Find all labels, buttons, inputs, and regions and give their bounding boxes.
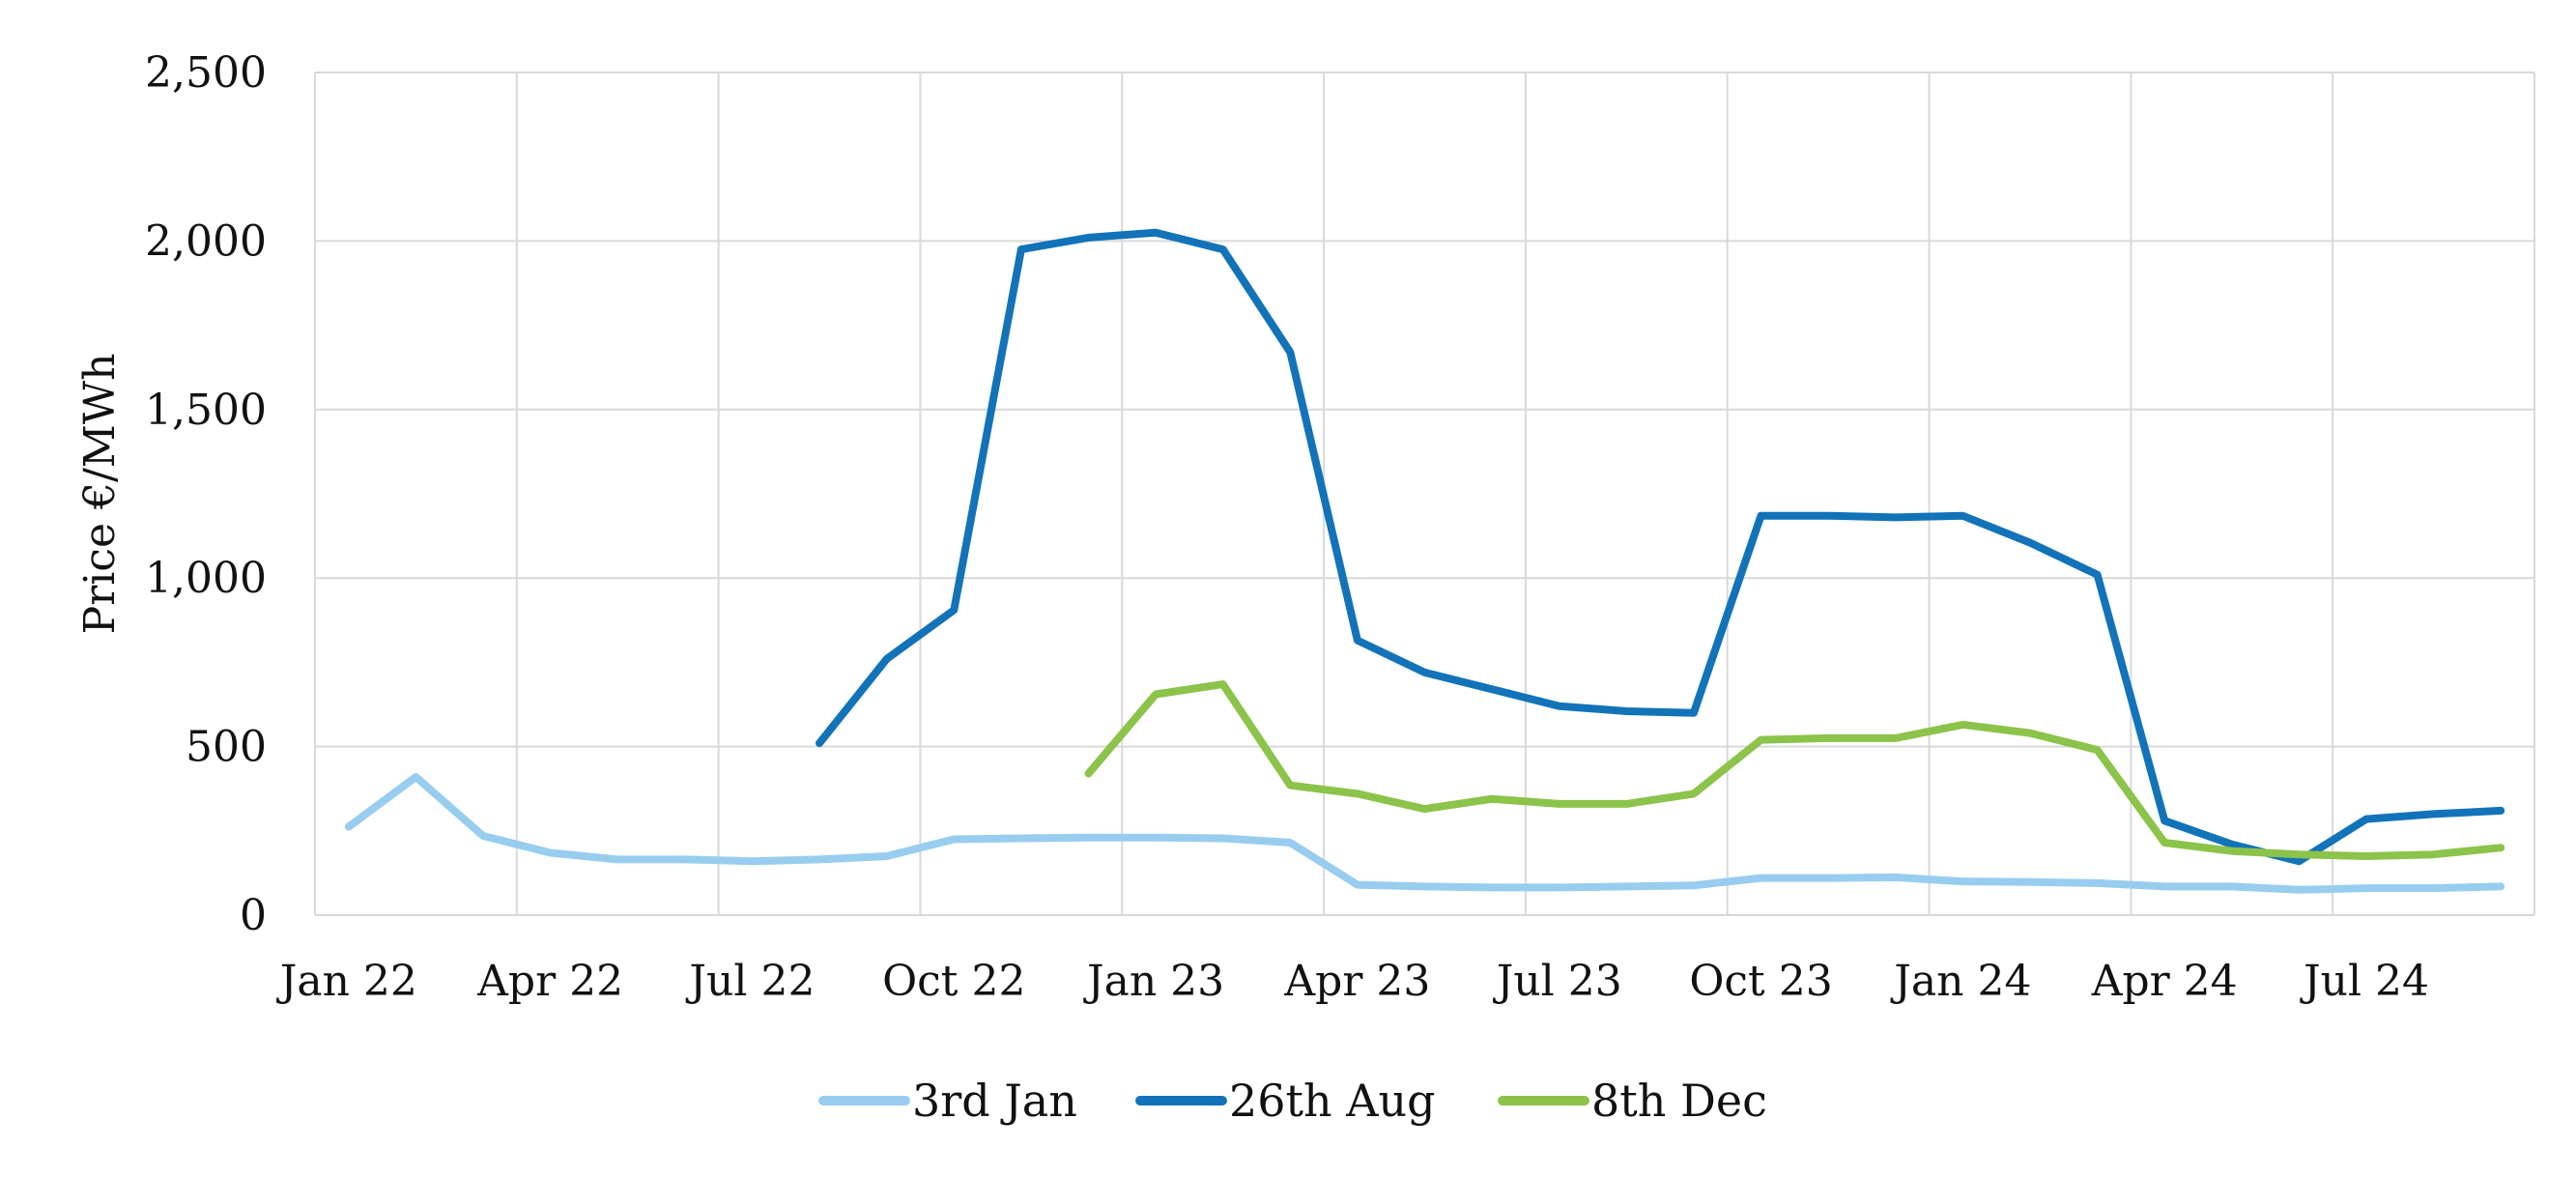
- x-tick-label: Apr 22: [476, 957, 623, 1006]
- series-line-8th-dec: [1084, 680, 2505, 860]
- y-tick-label: 1,000: [145, 554, 267, 603]
- legend-item: 8th Dec: [1498, 1075, 1767, 1127]
- x-tick-label: Jan 22: [276, 957, 417, 1006]
- x-tick-label: Apr 24: [2091, 957, 2238, 1006]
- x-axis-ticks: Jan 22 Apr 22 Jul 22 Oct 22 Jan 23 Apr 23 Jul …: [276, 957, 2429, 1006]
- x-tick-label: Oct 23: [1689, 957, 1832, 1006]
- legend-label: 3rd Jan: [912, 1075, 1077, 1127]
- x-tick-label: Jul 22: [685, 957, 815, 1006]
- series-line-26th-aug: [816, 228, 2505, 866]
- x-tick-label: Jul 24: [2300, 957, 2429, 1006]
- gridlines: [314, 72, 2535, 916]
- y-tick-label: 2,000: [145, 216, 267, 266]
- legend-item: 3rd Jan: [818, 1075, 1077, 1127]
- legend-item: 26th Aug: [1135, 1075, 1436, 1127]
- x-tick-label: Jan 24: [1890, 957, 2031, 1006]
- legend: 3rd Jan 26th Aug 8th Dec: [818, 1075, 1767, 1127]
- x-tick-label: Jan 23: [1083, 957, 1224, 1006]
- y-tick-label: 0: [240, 891, 267, 940]
- y-axis-ticks: 0 500 1,000 1,500 2,000 2,500: [145, 48, 267, 940]
- series-line-3rd-jan: [344, 773, 2505, 894]
- y-tick-label: 1,500: [145, 386, 267, 435]
- y-tick-label: 500: [186, 723, 267, 772]
- y-axis-label: Price €/MWh: [75, 354, 125, 635]
- series-lines: [344, 228, 2505, 894]
- legend-label: 26th Aug: [1229, 1075, 1436, 1127]
- x-tick-label: Jul 23: [1493, 957, 1622, 1006]
- x-tick-label: Apr 23: [1283, 957, 1430, 1006]
- x-tick-label: Oct 22: [882, 957, 1025, 1006]
- legend-label: 8th Dec: [1591, 1075, 1767, 1127]
- y-tick-label: 2,500: [145, 48, 267, 98]
